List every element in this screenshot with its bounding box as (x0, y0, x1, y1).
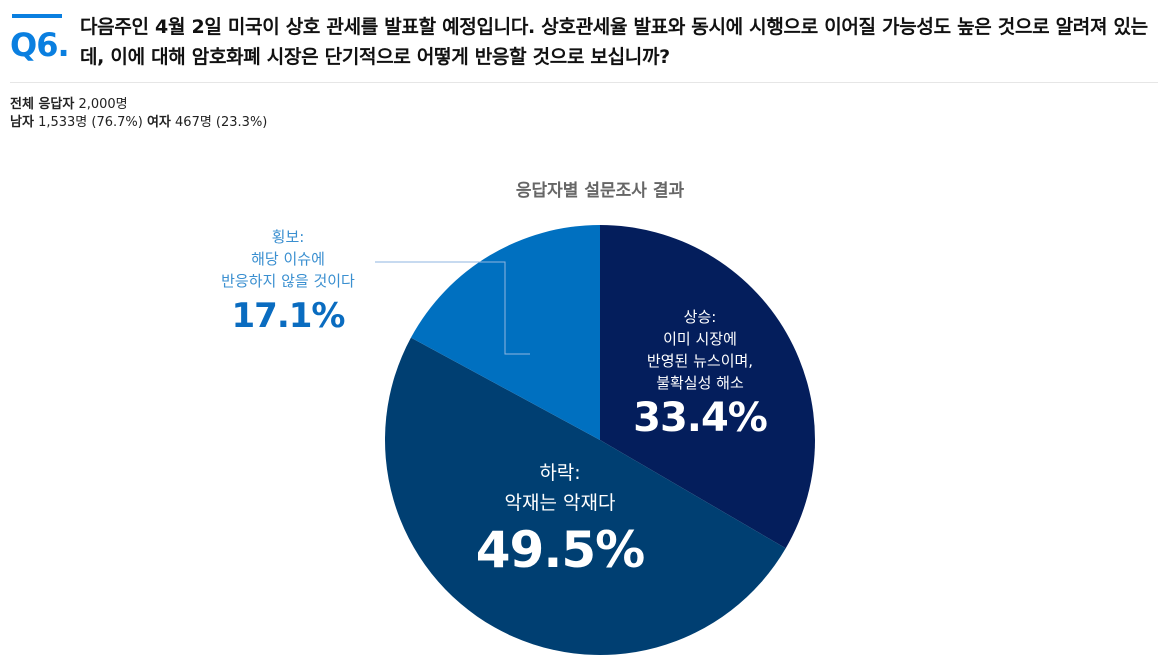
female-value: 467명 (23.3%) (175, 115, 268, 130)
label-line: 반응하지 않을 것이다 (221, 272, 355, 290)
male-label: 남자 (10, 115, 34, 130)
label-line: 반영된 뉴스이며, (646, 352, 754, 370)
question-text: 다음주인 4월 2일 미국이 상호 관세를 발표할 예정입니다. 상호관세율 발… (80, 16, 1148, 68)
chart-title: 응답자별 설문조사 결과 (515, 181, 685, 201)
slice-percent: 49.5% (475, 521, 645, 579)
slice-percent: 17.1% (231, 296, 346, 336)
pie-slice-하락 (384, 337, 786, 656)
label-line: 상승: (683, 308, 717, 326)
label-line: 하락: (539, 462, 581, 484)
slice-label-down: 하락: 악재는 악재다 49.5% (460, 458, 660, 582)
total-value: 2,000명 (78, 97, 128, 112)
total-label: 전체 응답자 (10, 97, 75, 112)
question-accent-bar (12, 14, 62, 18)
pie-slice-상승 (600, 225, 815, 549)
label-line: 해당 이슈에 (251, 250, 325, 268)
respondent-stats: 전체 응답자 2,000명 남자 1,533명 (76.7%) 여자 467명 … (10, 96, 267, 132)
label-line: 이미 시장에 (663, 330, 737, 348)
label-line: 악재는 악재다 (504, 492, 616, 514)
male-value: 1,533명 (76.7%) (38, 115, 143, 130)
divider (10, 82, 1158, 83)
question-number: Q6. (10, 26, 70, 64)
slice-label-flat: 횡보: 해당 이슈에 반응하지 않을 것이다 17.1% (188, 226, 388, 340)
label-line: 횡보: (271, 228, 305, 246)
label-line: 불확실성 해소 (656, 374, 744, 392)
female-label: 여자 (146, 115, 171, 130)
slice-percent: 33.4% (633, 395, 768, 441)
leader-line (375, 261, 530, 355)
slice-label-up: 상승: 이미 시장에 반영된 뉴스이며, 불확실성 해소 33.4% (600, 306, 800, 442)
